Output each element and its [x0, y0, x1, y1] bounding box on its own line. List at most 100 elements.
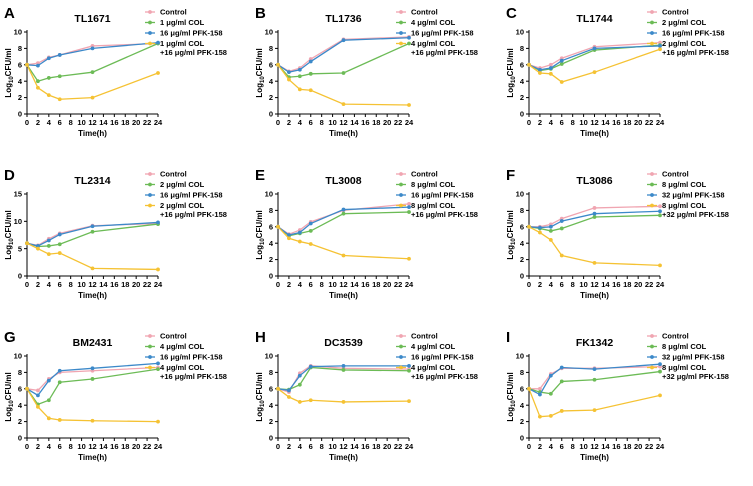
y-axis-title-unit: CFU/ml [255, 210, 264, 238]
data-point-combo [36, 85, 40, 90]
data-point-col [559, 62, 564, 66]
y-axis-title-subscript: 10 [511, 238, 517, 245]
data-point-combo [297, 87, 302, 92]
x-tick-label: 10 [328, 280, 336, 289]
data-point-combo [46, 252, 51, 257]
series-line-combo [277, 226, 410, 260]
x-tick-label: 16 [612, 280, 620, 289]
legend-label: 32 μg/ml PFK-158 [662, 353, 725, 362]
x-tick-label: 8 [320, 118, 324, 127]
x-tick-label: 16 [612, 442, 620, 451]
legend-label: Control [662, 8, 689, 17]
data-point-pfk [538, 225, 542, 230]
series-line-pfk [277, 206, 410, 236]
data-point-pfk [287, 233, 291, 237]
y-tick-label: 2 [520, 417, 524, 426]
legend-label: 2 μg/ml COL [662, 39, 707, 48]
x-tick-label: 6 [560, 280, 564, 289]
y-axis-title-base: Log [506, 83, 515, 98]
x-tick-label: 8 [320, 280, 324, 289]
legend-item-control: Control [396, 332, 438, 341]
x-tick-label: 20 [383, 280, 391, 289]
legend-label-line2: +16 μg/ml PFK-158 [662, 48, 729, 57]
data-point-combo [548, 238, 553, 242]
legend-item-combo: 2 μg/ml COL+16 μg/ml PFK-158 [647, 39, 729, 57]
data-point-pfk [57, 368, 62, 373]
x-tick-label: 24 [656, 442, 665, 451]
data-point-pfk [548, 224, 553, 229]
legend-label: 4 μg/ml COL [411, 363, 456, 372]
x-tick-label: 22 [645, 442, 653, 451]
y-axis-title-text: Log10CFU/ml [4, 210, 15, 259]
data-point-col [308, 71, 313, 76]
data-point-pfk [90, 224, 95, 229]
legend-item-control: Control [647, 332, 689, 341]
y-tick-label: 0 [520, 434, 524, 443]
x-tick-label: 12 [590, 280, 598, 289]
legend-swatch-marker [650, 365, 654, 370]
data-point-control [548, 62, 553, 67]
legend-label: 16 μg/ml PFK-158 [160, 29, 223, 38]
legend-label: 16 μg/ml PFK-158 [411, 191, 474, 200]
y-axis-title: Log10CFU/ml [506, 48, 517, 97]
y-tick-label: 10 [516, 28, 524, 37]
legend-label: 8 μg/ml COL [411, 180, 456, 189]
legend-swatch-marker [399, 31, 403, 35]
x-tick-label: 20 [132, 442, 140, 451]
legend-swatch-marker [148, 41, 152, 46]
data-point-col [297, 74, 302, 79]
data-point-col [559, 226, 564, 231]
data-point-pfk [559, 58, 564, 63]
data-point-pfk [592, 46, 597, 51]
y-tick-label: 4 [269, 239, 274, 248]
y-tick-label: 2 [269, 417, 273, 426]
legend-label: 4 μg/ml COL [160, 342, 205, 351]
legend-item-pfk: 32 μg/ml PFK-158 [647, 353, 725, 362]
y-tick-label: 2 [269, 93, 273, 102]
y-axis-title: Log10CFU/ml [506, 210, 517, 259]
x-tick-label: 18 [372, 280, 380, 289]
y-axis-title-text: Log10CFU/ml [255, 210, 266, 259]
x-tick-label: 16 [361, 118, 369, 127]
x-axis-title: Time(h) [329, 453, 358, 462]
legend-swatch-marker [148, 193, 152, 197]
x-tick-label: 6 [58, 118, 62, 127]
legend-label-line2: +16 μg/ml PFK-158 [160, 48, 227, 57]
legend-item-pfk: 32 μg/ml PFK-158 [647, 191, 725, 200]
data-point-col [308, 229, 313, 233]
y-axis-title: Log10CFU/ml [4, 372, 15, 421]
x-tick-label: 12 [590, 442, 598, 451]
y-tick-label: 0 [269, 434, 273, 443]
x-tick-label: 14 [601, 118, 610, 127]
data-point-pfk [57, 53, 62, 57]
data-point-combo [407, 256, 411, 261]
legend-label: Control [662, 170, 689, 179]
x-tick-label: 10 [579, 280, 587, 289]
chart-title: TL2314 [74, 175, 110, 187]
legend-item-combo: 1 μg/ml COL+16 μg/ml PFK-158 [145, 39, 227, 57]
data-point-control [658, 204, 662, 209]
y-axis-title-base: Log [4, 83, 13, 98]
x-tick-label: 18 [372, 118, 380, 127]
y-axis-title-subscript: 10 [511, 76, 517, 83]
chart-panel-d: D TL2314 0 5 10 15 0 2 4 6 8 10 12 14 16 18 20 22 24 Time(h… [0, 162, 251, 324]
legend-label-line2: +16 μg/ml PFK-158 [411, 210, 478, 219]
x-tick-label: 8 [69, 442, 73, 451]
data-point-combo [308, 242, 313, 246]
data-point-col [559, 379, 564, 384]
x-tick-label: 4 [47, 118, 52, 127]
x-tick-label: 8 [571, 442, 575, 451]
y-tick-label: 4 [520, 77, 525, 86]
series-line-col [277, 211, 410, 237]
y-tick-label: 8 [269, 206, 273, 215]
data-point-combo [527, 224, 531, 229]
x-tick-label: 6 [560, 118, 564, 127]
y-tick-label: 2 [520, 93, 524, 102]
y-tick-label: 6 [269, 384, 273, 393]
y-axis-title-subscript: 10 [9, 76, 15, 83]
legend-item-col: 1 μg/ml COL [145, 18, 205, 27]
data-point-pfk [341, 207, 346, 212]
x-tick-label: 10 [77, 280, 85, 289]
data-point-combo [156, 419, 160, 424]
y-axis-title-base: Log [4, 407, 13, 422]
